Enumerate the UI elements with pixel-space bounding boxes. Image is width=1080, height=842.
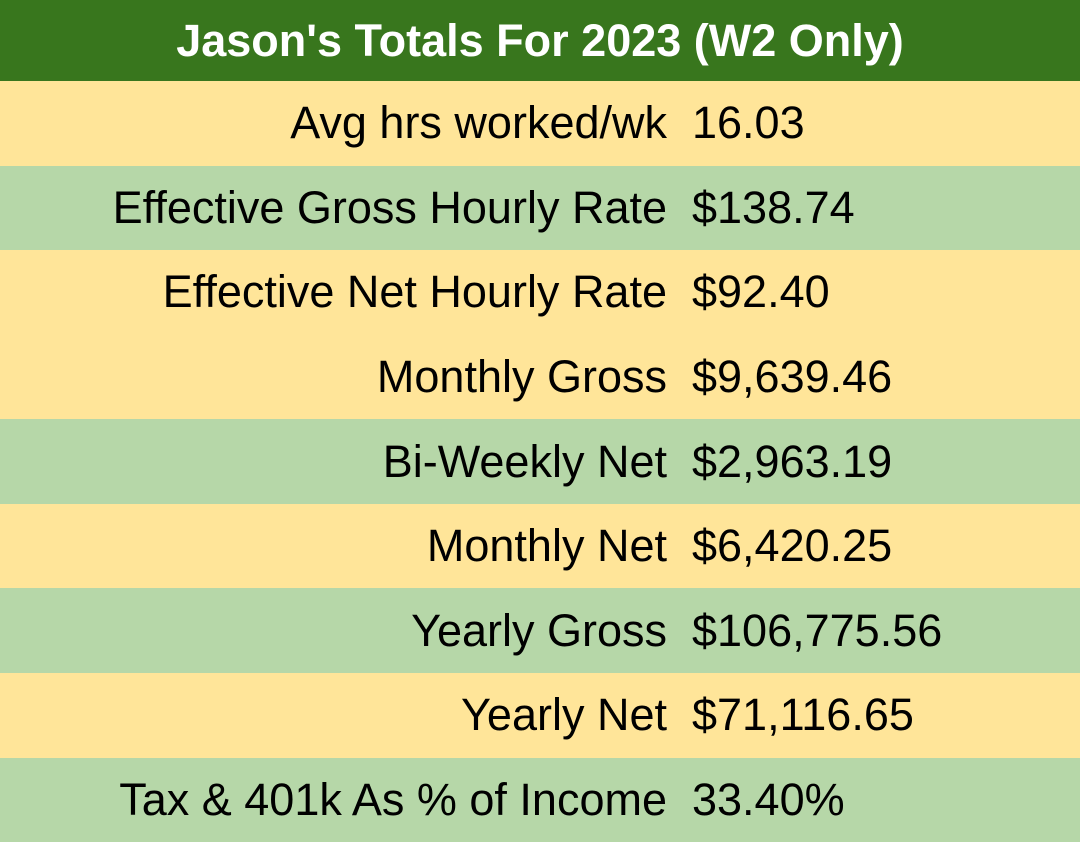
row-value-cell[interactable]: $2,963.19 [692, 435, 893, 487]
row-value-cell[interactable]: $92.40 [692, 266, 830, 318]
table-row: Effective Gross Hourly Rate $138.74 [0, 165, 1080, 251]
row-value-cell[interactable]: $9,639.46 [692, 350, 893, 402]
row-label-cell[interactable]: Effective Gross Hourly Rate [112, 181, 667, 233]
table-row: Yearly Net $71,116.65 [0, 672, 1080, 758]
row-value-cell[interactable]: 33.40% [692, 773, 845, 825]
table-row: Bi-Weekly Net $2,963.19 [0, 419, 1080, 504]
table-title: Jason's Totals For 2023 (W2 Only) [176, 14, 904, 66]
row-label-cell[interactable]: Effective Net Hourly Rate [162, 266, 667, 318]
row-label-cell[interactable]: Monthly Gross [376, 350, 667, 402]
table-row: Monthly Net $6,420.25 [0, 503, 1080, 589]
table-row: Avg hrs worked/wk 16.03 [0, 81, 1080, 166]
row-value-cell[interactable]: 16.03 [692, 97, 805, 149]
table-row: Yearly Gross $106,775.56 [0, 588, 1080, 673]
row-label-cell[interactable]: Tax & 401k As % of Income [119, 773, 667, 825]
row-value-cell[interactable]: $71,116.65 [692, 689, 914, 741]
row-value-cell[interactable]: $6,420.25 [692, 520, 893, 572]
table-title-cell[interactable]: Jason's Totals For 2023 (W2 Only) [0, 0, 1080, 81]
row-value-cell[interactable]: $138.74 [692, 181, 855, 233]
table-row: Monthly Gross $9,639.46 [0, 334, 1080, 420]
table-row: Tax & 401k As % of Income 33.40% [0, 757, 1080, 842]
row-label-cell[interactable]: Yearly Gross [411, 604, 667, 656]
table-row: Effective Net Hourly Rate $92.40 [0, 250, 1080, 335]
row-label-cell[interactable]: Bi-Weekly Net [382, 435, 667, 487]
row-label-cell[interactable]: Monthly Net [426, 520, 667, 572]
row-label-cell[interactable]: Avg hrs worked/wk [290, 97, 667, 149]
row-value-cell[interactable]: $106,775.56 [692, 604, 943, 656]
row-label-cell[interactable]: Yearly Net [461, 689, 667, 741]
